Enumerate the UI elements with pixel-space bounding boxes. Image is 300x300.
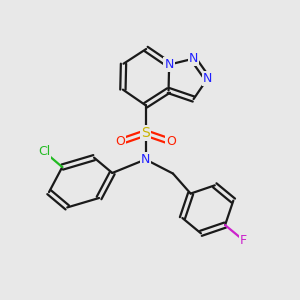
Text: F: F — [240, 234, 247, 247]
Text: S: S — [141, 126, 150, 140]
Text: N: N — [189, 52, 198, 65]
Text: O: O — [166, 135, 176, 148]
Text: Cl: Cl — [38, 145, 50, 158]
Text: N: N — [164, 58, 174, 71]
Text: N: N — [203, 72, 212, 85]
Text: O: O — [115, 135, 125, 148]
Text: N: N — [141, 153, 150, 166]
